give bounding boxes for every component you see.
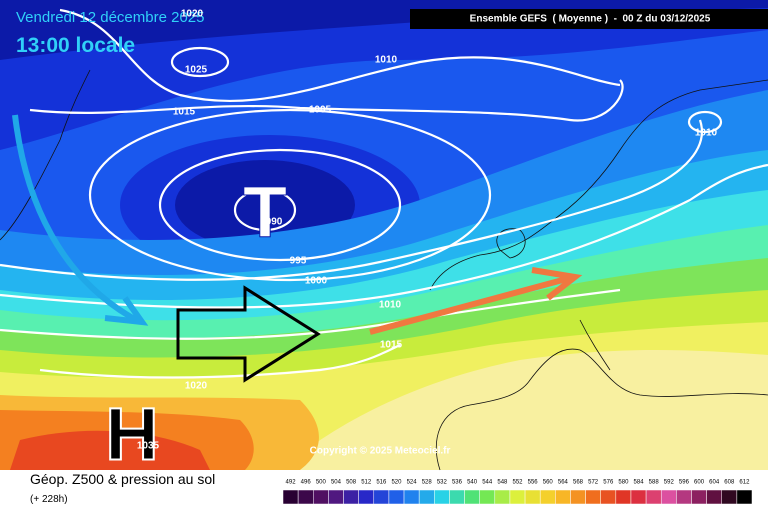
colorbar-label: 600 <box>694 480 705 486</box>
colorbar-label: 524 <box>407 480 418 486</box>
colorbar-cell <box>645 489 662 505</box>
colorbar-label: 544 <box>482 480 493 486</box>
colorbar-label: 536 <box>452 480 463 486</box>
colorbar-cell <box>555 489 571 505</box>
colorbar-label: 528 <box>422 480 433 486</box>
forecast-lead: (+ 228h) <box>30 494 68 505</box>
copyright: Copyright © 2025 Meteociel.fr <box>310 446 451 457</box>
colorbar-label: 572 <box>588 480 599 486</box>
colorbar-cell <box>434 489 450 505</box>
colorbar-label: 504 <box>331 480 342 486</box>
forecast-time: 13:00 locale <box>16 34 135 57</box>
isobar-label: 1035 <box>137 441 160 452</box>
colorbar-label: 556 <box>528 480 539 486</box>
isobar-label: 1010 <box>379 300 402 311</box>
colorbar-cell <box>676 489 692 505</box>
colorbar-cell <box>282 489 299 505</box>
colorbar-cell <box>358 489 375 505</box>
colorbar-cell <box>630 489 647 505</box>
isobar-label: 1015 <box>173 107 196 118</box>
colorbar-label: 568 <box>573 480 584 486</box>
isobar-label: 1010 <box>695 128 718 139</box>
colorbar-label: 532 <box>437 480 448 486</box>
colorbar-label: 604 <box>709 480 720 486</box>
colorbar-cell <box>585 489 601 505</box>
isobars <box>0 8 768 379</box>
colorbar-cell <box>691 489 707 505</box>
colorbar-label: 580 <box>618 480 629 486</box>
colorbar-label: 608 <box>724 480 735 486</box>
colorbar-cell <box>464 489 480 505</box>
isobar-label: 995 <box>290 256 307 267</box>
colorbar-label: 500 <box>316 480 327 486</box>
colorbar-cell <box>660 489 677 505</box>
colorbar-label: 540 <box>467 480 478 486</box>
colorbar-label: 576 <box>603 480 614 486</box>
colorbar-cell <box>494 489 511 505</box>
isobar-label: 1005 <box>309 105 332 116</box>
colorbar-label: 596 <box>679 480 690 486</box>
colorbar-cell <box>388 489 405 505</box>
colorbar-cell <box>615 489 632 505</box>
colorbar-label: 552 <box>512 480 523 486</box>
colorbar-cell <box>721 489 738 505</box>
colorbar-label: 564 <box>558 480 569 486</box>
colorbar-cell <box>479 489 496 505</box>
isobar-label: 990 <box>266 217 283 228</box>
colorbar-cell <box>736 489 753 505</box>
colorbar-label: 588 <box>649 480 660 486</box>
colorbar-cell <box>570 489 586 505</box>
colorbar-label: 584 <box>634 480 645 486</box>
colorbar-cell <box>600 489 617 505</box>
high-symbol: H <box>105 393 158 476</box>
low-symbol: T <box>243 173 287 253</box>
colorbar-cell <box>328 489 344 505</box>
colorbar-cell <box>313 489 329 505</box>
isobar-label: 1020 <box>185 381 208 392</box>
model-info: Ensemble GEFS ( Moyenne ) - 00 Z du 03/1… <box>470 14 711 25</box>
colorbar-cell <box>509 489 526 505</box>
colorbar-label: 612 <box>739 480 750 486</box>
isobar-label: 1020 <box>181 9 204 20</box>
isobar-label: 1010 <box>375 55 398 66</box>
colorbar-cell <box>418 489 435 505</box>
colorbar-label: 512 <box>361 480 372 486</box>
colorbar-label: 508 <box>346 480 357 486</box>
colorbar-label: 592 <box>664 480 675 486</box>
colorbar-cell <box>297 489 314 505</box>
arrows <box>12 114 583 383</box>
coastlines <box>0 69 768 471</box>
isobar-label: 1000 <box>305 276 328 287</box>
colorbar-label: 492 <box>286 480 297 486</box>
colorbar-cell <box>403 489 420 505</box>
colorbar-label: 520 <box>391 480 402 486</box>
colorbar-cell <box>706 489 722 505</box>
colorbar-label: 496 <box>301 480 312 486</box>
colorbar-label: 548 <box>497 480 508 486</box>
isobar-label: 1025 <box>185 65 208 76</box>
colorbar-cell <box>373 489 390 505</box>
colorbar-cell <box>524 489 541 505</box>
isobar-label: 1015 <box>380 340 403 351</box>
model-banner <box>410 9 768 29</box>
colorbar-label: 560 <box>543 480 554 486</box>
footer-title: Géop. Z500 & pression au sol <box>30 471 215 487</box>
forecast-date: Vendredi 12 décembre 2025 <box>16 9 204 26</box>
colorbar-cell <box>539 489 556 505</box>
colorbar-label: 516 <box>376 480 387 486</box>
colorbar-cell <box>449 489 465 505</box>
colorbar-cell <box>343 489 359 505</box>
